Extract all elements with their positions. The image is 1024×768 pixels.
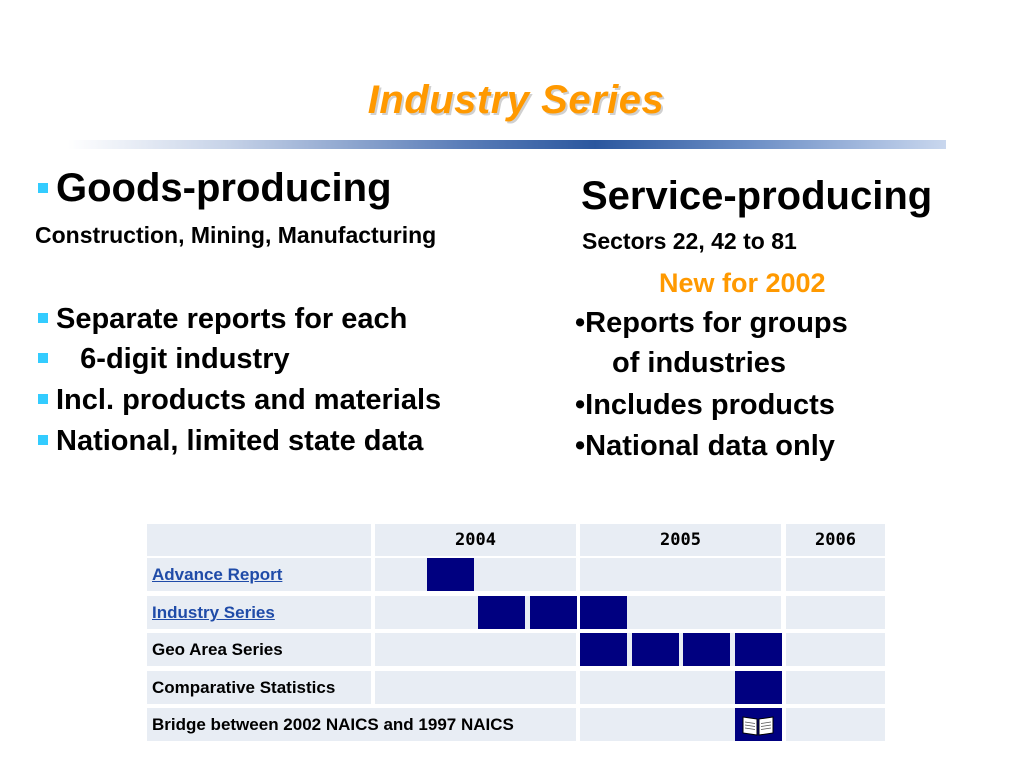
schedule-cell [786, 708, 885, 741]
schedule-cell [786, 633, 885, 666]
schedule-block [580, 633, 627, 666]
left-bullet-3: Incl. products and materials [38, 384, 441, 417]
header-blank-cell [147, 524, 371, 556]
year-header-2005: 2005 [580, 524, 781, 556]
bullet-square-icon [38, 394, 48, 405]
schedule-block [580, 596, 627, 629]
schedule-block [734, 633, 782, 666]
right-bullet-3: •National data only [575, 430, 835, 462]
schedule-cell [786, 558, 885, 591]
right-bullet-1-continued: of industries [612, 347, 787, 379]
bullet-square-icon [38, 183, 48, 194]
schedule-cell [786, 596, 885, 629]
goods-producing-heading: Goods-producing [38, 166, 392, 211]
schedule-cell [375, 558, 576, 591]
schedule-block [734, 671, 782, 704]
goods-producing-heading-text: Goods-producing [56, 166, 392, 210]
service-producing-subheading: Sectors 22, 42 to 81 [582, 228, 797, 254]
row-label-industry-series[interactable]: Industry Series [147, 596, 371, 629]
schedule-cell [375, 633, 576, 666]
service-producing-heading: Service-producing [581, 174, 933, 218]
goods-producing-subheading: Construction, Mining, Manufacturing [35, 222, 437, 248]
left-bullet-2: 6-digit industry [38, 343, 290, 376]
book-icon [742, 716, 773, 736]
right-bullet-2: •Includes products [575, 389, 835, 421]
schedule-block [529, 596, 577, 629]
bullet-square-icon [38, 353, 48, 364]
schedule-block [426, 558, 474, 591]
year-header-2006: 2006 [786, 524, 885, 556]
schedule-block [734, 708, 782, 741]
left-bullet-4: National, limited state data [38, 425, 423, 458]
schedule-block [478, 596, 525, 629]
schedule-block [631, 633, 679, 666]
year-header-2004: 2004 [375, 524, 576, 556]
release-schedule-table: 2004 2005 2006 Advance Report Industry S… [145, 521, 887, 742]
left-bullet-text: Separate reports for each [56, 303, 408, 335]
title-divider [68, 140, 946, 149]
row-label-advance-report[interactable]: Advance Report [147, 558, 371, 591]
left-bullet-text: Incl. products and materials [56, 384, 442, 416]
schedule-cell [580, 558, 781, 591]
bullet-square-icon [38, 435, 48, 446]
row-label-comparative-statistics: Comparative Statistics [147, 671, 371, 704]
row-label-geo-area-series: Geo Area Series [147, 633, 371, 666]
schedule-cell [786, 671, 885, 704]
bullet-square-icon [38, 313, 48, 324]
schedule-block [683, 633, 730, 666]
row-label-bridge: Bridge between 2002 NAICS and 1997 NAICS [147, 708, 576, 741]
slide-title: Industry Series [367, 78, 665, 122]
schedule-cell [375, 671, 576, 704]
new-for-2002-label: New for 2002 [659, 268, 826, 298]
left-bullet-text: National, limited state data [56, 425, 424, 457]
left-bullet-1: Separate reports for each [38, 303, 407, 336]
left-bullet-text: 6-digit industry [56, 343, 290, 375]
right-bullet-1: •Reports for groups [575, 307, 848, 339]
